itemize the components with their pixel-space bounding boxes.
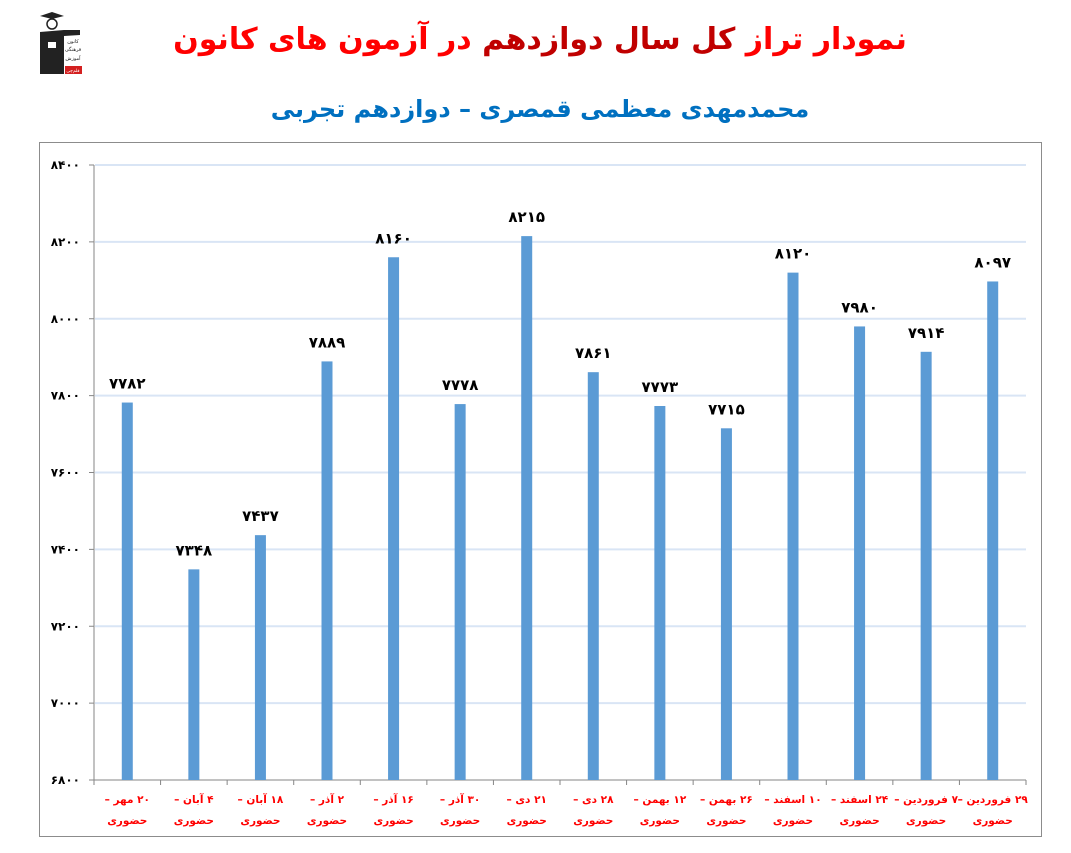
x-category-sublabel: حضوری bbox=[573, 815, 613, 827]
y-tick-label: ۷۶۰۰ bbox=[51, 466, 80, 480]
y-tick-label: ۷۲۰۰ bbox=[51, 619, 80, 633]
x-category-label: ۷ فروردین – bbox=[894, 794, 958, 806]
x-category-sublabel: حضوری bbox=[373, 815, 413, 827]
bar bbox=[188, 569, 200, 780]
x-category-label: ۲۸ دی – bbox=[573, 794, 614, 806]
x-category-sublabel: حضوری bbox=[773, 815, 813, 827]
value-label: ۷۹۸۰ bbox=[841, 298, 878, 316]
kanoon-logo: کانون فرهنگی آموزش قلم‌چی bbox=[34, 10, 82, 76]
x-category-label: ۱۲ بهمن – bbox=[633, 794, 686, 806]
x-category-label: ۲۶ بهمن – bbox=[700, 794, 753, 806]
x-category-label: ۲۰ مهر – bbox=[105, 794, 150, 806]
bar bbox=[388, 257, 400, 780]
svg-text:فرهنگی: فرهنگی bbox=[65, 46, 82, 53]
x-category-sublabel: حضوری bbox=[839, 815, 879, 827]
bar bbox=[587, 372, 599, 780]
value-label: ۷۷۱۵ bbox=[708, 400, 745, 418]
chart-frame bbox=[39, 142, 1042, 837]
x-category-sublabel: حضوری bbox=[906, 815, 946, 827]
title-part-1: نمودار تراز bbox=[745, 22, 907, 57]
x-category-sublabel: حضوری bbox=[706, 815, 746, 827]
chart-title: نمودار تراز کل سال دوازدهم در آزمون های … bbox=[150, 18, 930, 62]
chart-subtitle: محمدمهدی معظمی قمصری – دوازدهم تجربی bbox=[270, 95, 810, 123]
x-category-sublabel: حضوری bbox=[307, 815, 347, 827]
bar bbox=[121, 402, 133, 780]
y-tick-label: ۸۴۰۰ bbox=[51, 158, 80, 172]
bar bbox=[321, 361, 333, 780]
x-category-label: ۳۰ آذر – bbox=[440, 793, 480, 806]
x-category-label: ۱۶ آذر – bbox=[373, 793, 413, 806]
x-category-sublabel: حضوری bbox=[174, 815, 214, 827]
bar bbox=[920, 351, 932, 780]
x-category-sublabel: حضوری bbox=[640, 815, 680, 827]
value-label: ۷۳۴۸ bbox=[176, 541, 213, 559]
value-label: ۷۷۸۲ bbox=[109, 375, 146, 393]
x-category-sublabel: حضوری bbox=[507, 815, 547, 827]
x-category-sublabel: حضوری bbox=[240, 815, 280, 827]
y-tick-label: ۷۰۰۰ bbox=[51, 696, 80, 710]
bar bbox=[787, 272, 799, 780]
x-category-label: ۲۹ فروردین – bbox=[958, 794, 1029, 806]
bar bbox=[854, 326, 866, 780]
value-label: ۷۷۷۸ bbox=[442, 376, 479, 394]
y-tick-label: ۸۲۰۰ bbox=[51, 235, 80, 249]
bar bbox=[654, 406, 666, 780]
value-label: ۸۲۱۵ bbox=[508, 208, 545, 226]
x-category-sublabel: حضوری bbox=[440, 815, 480, 827]
value-label: ۷۸۶۱ bbox=[575, 344, 612, 362]
bar bbox=[454, 404, 466, 780]
y-tick-label: ۶۸۰۰ bbox=[51, 773, 80, 787]
value-label: ۸۱۶۰ bbox=[375, 229, 412, 247]
x-category-sublabel: حضوری bbox=[107, 815, 147, 827]
value-label: ۷۴۳۷ bbox=[242, 507, 279, 525]
svg-text:قلم‌چی: قلم‌چی bbox=[66, 69, 79, 74]
y-tick-label: ۷۸۰۰ bbox=[51, 389, 80, 403]
title-part-3: در آزمون های کانون bbox=[173, 22, 472, 57]
x-category-sublabel: حضوری bbox=[973, 815, 1013, 827]
bar bbox=[720, 428, 732, 780]
x-category-label: ۲۴ اسفند – bbox=[831, 794, 889, 806]
x-category-label: ۲۱ دی – bbox=[507, 794, 547, 806]
bar bbox=[521, 236, 533, 780]
y-tick-label: ۷۴۰۰ bbox=[51, 542, 80, 556]
x-category-label: ۱۰ اسفند – bbox=[764, 794, 821, 806]
value-label: ۷۹۱۴ bbox=[908, 324, 945, 342]
bar bbox=[987, 281, 999, 780]
svg-text:آموزش: آموزش bbox=[65, 55, 81, 62]
x-category-label: ۴ آبان – bbox=[174, 793, 214, 806]
value-label: ۷۷۷۳ bbox=[642, 378, 679, 396]
x-category-label: ۱۸ آبان – bbox=[238, 793, 284, 806]
value-label: ۸۰۹۷ bbox=[974, 253, 1011, 271]
value-label: ۸۱۲۰ bbox=[775, 245, 812, 263]
bar bbox=[254, 535, 266, 780]
title-part-2: کل سال دوازدهم bbox=[482, 22, 736, 57]
value-label: ۷۸۸۹ bbox=[309, 333, 346, 351]
y-tick-label: ۸۰۰۰ bbox=[51, 312, 80, 326]
x-category-label: ۲ آذر – bbox=[310, 793, 345, 806]
svg-text:کانون: کانون bbox=[67, 39, 79, 45]
